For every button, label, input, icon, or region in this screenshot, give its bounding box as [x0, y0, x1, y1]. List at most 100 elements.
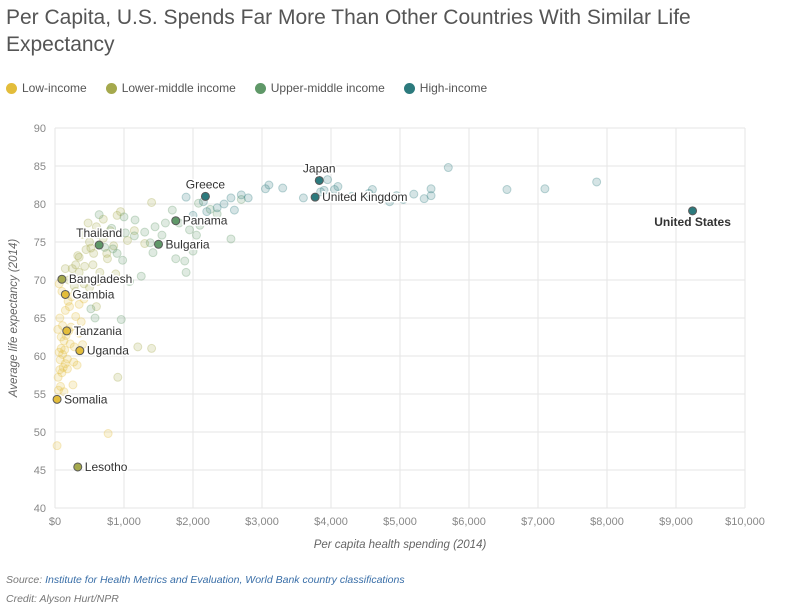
point-high-income: [319, 185, 329, 195]
label-panama: Panama: [183, 214, 228, 228]
footer: Source: Institute for Health Metrics and…: [6, 571, 405, 609]
data-points: [52, 163, 602, 451]
x-tick-label: $1,000: [107, 516, 141, 528]
legend-swatch-lower-middle-income: [105, 82, 117, 94]
point-low-income: [59, 387, 69, 397]
legend-label-low-income: Low-income: [22, 81, 87, 95]
point-lower-middle-income: [85, 237, 94, 247]
point-lower-middle-income: [83, 218, 93, 228]
point-upper-middle-income: [116, 315, 126, 325]
point-lesotho: [73, 462, 83, 472]
point-upper-middle-income: [119, 212, 129, 222]
point-high-income: [181, 192, 191, 202]
point-upper-middle-income: [108, 244, 118, 254]
y-tick-label: 55: [34, 389, 46, 401]
point-high-income: [426, 191, 436, 201]
point-lower-middle-income: [122, 235, 132, 245]
point-lower-middle-income: [93, 277, 103, 287]
label-thailand: Thailand: [76, 226, 122, 240]
grid-lines: [54, 127, 746, 509]
point-low-income: [60, 345, 70, 355]
point-high-income: [347, 191, 357, 201]
scatter-plot: 40 45 50 55 60 65 70 75 80 85 90 $0 $1,000 $2,000 $3,…: [8, 123, 765, 551]
source-link[interactable]: Institute for Health Metrics and Evaluat…: [45, 574, 405, 586]
point-lower-middle-income: [80, 261, 90, 271]
label-gambia: Gambia: [72, 287, 114, 301]
point-low-income: [54, 347, 64, 357]
point-tanzania: [62, 326, 72, 336]
point-low-income: [55, 365, 65, 375]
point-high-income: [236, 190, 246, 200]
point-high-income: [409, 189, 419, 199]
point-high-income: [316, 187, 326, 197]
point-upper-middle-income: [86, 304, 96, 314]
point-high-income: [419, 194, 429, 204]
label-somalia: Somalia: [64, 392, 108, 406]
point-high-income: [219, 199, 229, 209]
chart-title: Per Capita, U.S. Spends Far More Than Ot…: [6, 6, 691, 56]
point-lower-middle-income: [140, 239, 150, 249]
legend-item-high-income: High-income: [403, 81, 487, 95]
point-high-income: [333, 182, 343, 192]
point-low-income: [60, 305, 70, 315]
point-low-income: [57, 368, 67, 378]
point-upper-middle-income: [94, 210, 104, 220]
point-low-income: [55, 355, 65, 365]
label-japan: Japan: [303, 161, 336, 175]
point-thailand: [94, 240, 104, 250]
point-lower-middle-income: [122, 273, 132, 283]
point-high-income: [243, 193, 253, 203]
legend: Low-income Lower-middle income Upper-mid…: [6, 79, 506, 97]
point-low-income: [62, 364, 72, 374]
label-uganda: Uganda: [87, 344, 129, 358]
point-high-income: [367, 185, 377, 195]
point-upper-middle-income: [205, 204, 215, 214]
label-greece: Greece: [186, 177, 226, 191]
point-upper-middle-income: [181, 267, 191, 277]
point-high-income: [592, 177, 602, 187]
point-upper-middle-income: [191, 230, 201, 240]
point-lower-middle-income: [102, 248, 112, 258]
label-united-kingdom: United Kingdom: [322, 190, 407, 204]
point-greece: [200, 191, 210, 201]
credit-line: Credit: Alyson Hurt/NPR: [6, 593, 119, 605]
y-tick-label: 65: [34, 313, 46, 325]
source-line: Source: Institute for Health Metrics and…: [6, 571, 405, 590]
point-lower-middle-income: [91, 222, 101, 232]
point-upper-middle-income: [194, 198, 204, 208]
legend-item-low-income: Low-income: [6, 81, 87, 95]
x-tick-label: $7,000: [521, 516, 555, 528]
point-upper-middle-income: [160, 218, 170, 228]
point-upper-middle-income: [140, 227, 150, 237]
point-lower-middle-income: [60, 264, 70, 274]
point-upper-middle-income: [136, 271, 146, 281]
legend-item-lower-middle-income: Lower-middle income: [105, 81, 236, 95]
point-gambia: [60, 289, 70, 299]
point-upper-middle-income: [157, 230, 167, 240]
y-axis-label: Average life expectancy (2014): [8, 239, 20, 398]
point-low-income: [71, 311, 81, 321]
point-bulgaria: [154, 239, 163, 249]
point-lower-middle-income: [71, 260, 81, 270]
point-high-income: [229, 205, 239, 215]
point-high-income: [385, 197, 395, 207]
x-tick-label: $6,000: [452, 516, 486, 528]
point-upper-middle-income: [145, 238, 155, 248]
point-high-income: [260, 184, 270, 194]
y-tick-label: 75: [34, 237, 46, 249]
point-upper-middle-income: [188, 246, 198, 256]
x-tick-label: $3,000: [245, 516, 279, 528]
point-united-kingdom: [310, 192, 320, 202]
point-somalia: [52, 394, 62, 404]
legend-swatch-upper-middle-income: [254, 82, 266, 94]
y-tick-label: 45: [34, 465, 46, 477]
point-lower-middle-income: [113, 372, 123, 382]
point-high-income: [329, 185, 339, 195]
point-high-income: [364, 188, 374, 198]
point-upper-middle-income: [185, 225, 195, 235]
point-lower-middle-income: [147, 343, 157, 353]
point-lower-middle-income: [105, 226, 115, 236]
y-tick-label: 60: [34, 351, 46, 363]
point-lower-middle-income: [89, 248, 99, 258]
point-low-income: [103, 429, 113, 439]
